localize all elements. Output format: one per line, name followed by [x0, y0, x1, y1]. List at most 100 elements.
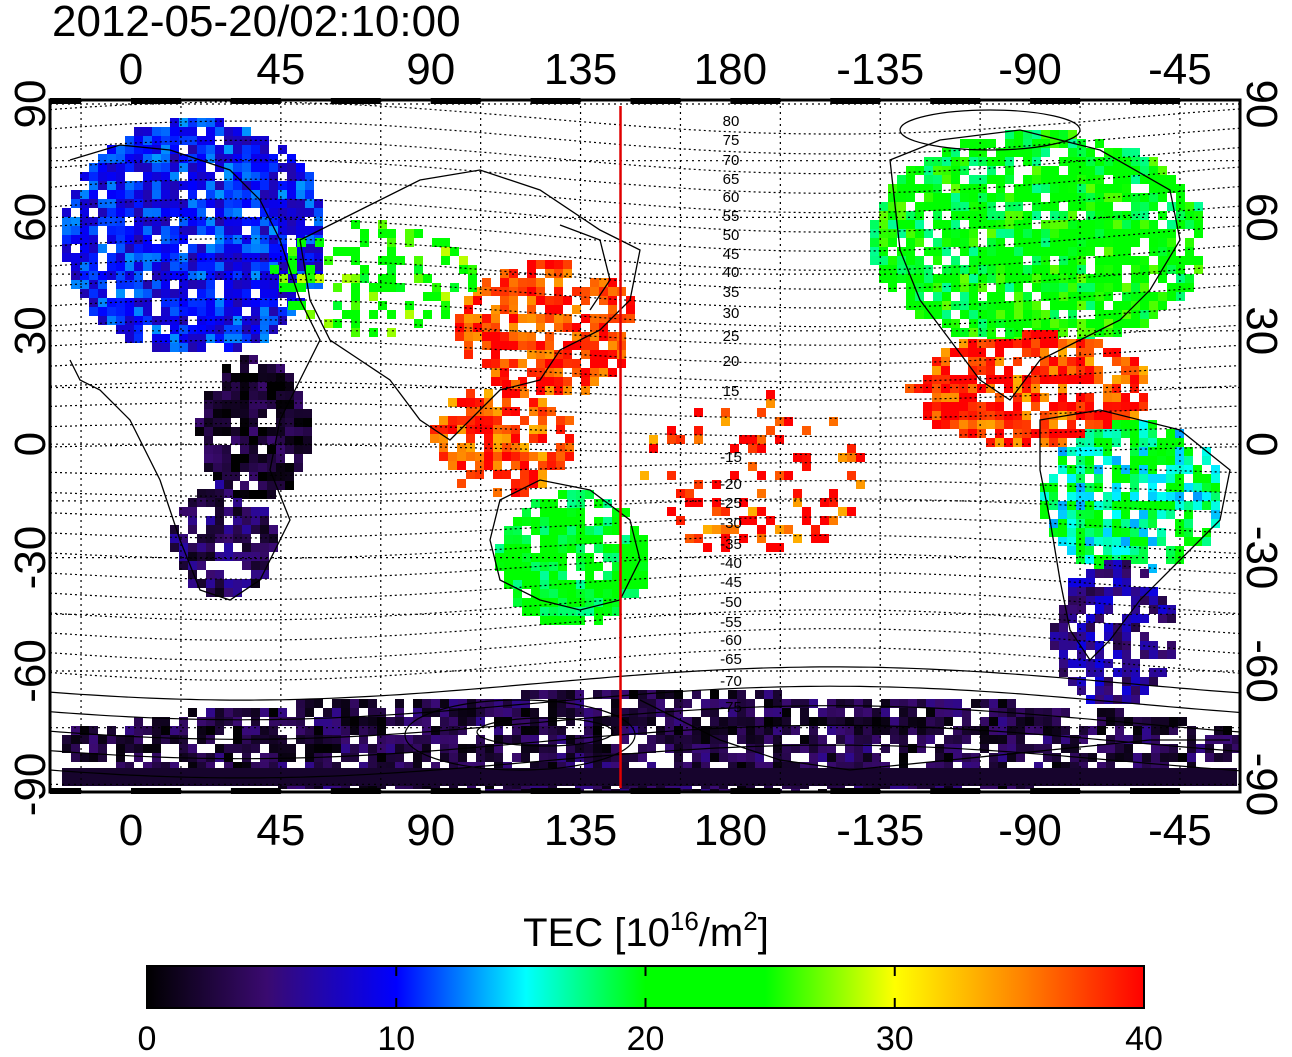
tec-cell	[556, 461, 565, 470]
tec-cell	[143, 262, 152, 271]
tec-cell	[152, 190, 161, 199]
tec-cell	[249, 382, 258, 391]
tec-cell	[1184, 528, 1193, 537]
tec-cell	[224, 489, 233, 498]
tec-cell	[125, 307, 134, 316]
contour-label: -55	[720, 614, 742, 631]
tec-cell	[378, 274, 387, 283]
tec-cell	[423, 310, 432, 319]
tec-cell	[179, 118, 188, 127]
tec-cell	[249, 409, 258, 418]
tec-cell	[1112, 510, 1121, 519]
tec-cell	[98, 744, 107, 753]
tec-cell	[996, 256, 1005, 265]
tec-cell	[1059, 238, 1068, 247]
tec-cell	[258, 391, 267, 400]
tec-cell	[612, 562, 621, 571]
tec-cell	[545, 305, 554, 314]
tec-cell	[511, 380, 520, 389]
tec-cell	[951, 238, 960, 247]
tec-cell	[143, 199, 152, 208]
tec-cell	[1112, 357, 1121, 366]
tec-cell	[134, 199, 143, 208]
tec-cell	[1086, 283, 1095, 292]
tec-cell	[267, 373, 276, 382]
tec-cell	[422, 744, 431, 753]
tec-cell	[639, 571, 648, 580]
tec-cell	[1086, 157, 1095, 166]
tec-cell	[728, 690, 737, 699]
tec-cell	[908, 744, 917, 753]
tec-cell	[1097, 708, 1106, 717]
tec-cell	[581, 386, 590, 395]
tec-cell	[222, 463, 231, 472]
tec-cell	[1077, 632, 1086, 641]
tec-cell	[179, 561, 188, 570]
tec-cell	[1059, 193, 1068, 202]
tec-cell	[1167, 256, 1176, 265]
tec-cell	[161, 262, 170, 271]
contour-label: -50	[720, 594, 742, 611]
tec-cell	[1140, 256, 1149, 265]
tec-cell	[296, 726, 305, 735]
tec-cell	[269, 181, 278, 190]
tec-cell	[1104, 328, 1113, 337]
tec-cell	[80, 280, 89, 289]
tec-cell	[1043, 708, 1052, 717]
tec-cell	[188, 190, 197, 199]
tec-cell	[387, 274, 396, 283]
tec-cell	[466, 452, 475, 461]
tec-cell	[1049, 528, 1058, 537]
tec-cell	[818, 708, 827, 717]
tec-cell	[296, 226, 305, 235]
tec-cell	[1049, 438, 1058, 447]
tec-cell	[959, 420, 968, 429]
tec-cell	[621, 562, 630, 571]
tec-cell	[251, 145, 260, 154]
tec-cell	[455, 314, 464, 323]
tec-cell	[333, 283, 342, 292]
tec-cell	[206, 708, 215, 717]
tec-cell	[978, 148, 987, 157]
tec-cell	[457, 416, 466, 425]
frame-tick	[530, 788, 581, 794]
tec-cell	[125, 181, 134, 190]
tec-cell	[1077, 220, 1086, 229]
tec-cell	[270, 265, 279, 274]
tec-cell	[585, 589, 594, 598]
tec-cell	[233, 235, 242, 244]
tec-cell	[1104, 283, 1113, 292]
tec-cell	[485, 753, 494, 762]
tec-cell	[950, 411, 959, 420]
tec-cell	[107, 208, 116, 217]
tec-cell	[441, 238, 450, 247]
tec-cell	[395, 753, 404, 762]
tec-cell	[530, 708, 539, 717]
tec-cell	[287, 744, 296, 753]
tec-cell	[924, 193, 933, 202]
tec-cell	[1113, 283, 1122, 292]
tec-cell	[116, 262, 125, 271]
tec-cell	[360, 265, 369, 274]
tec-cell	[233, 552, 242, 561]
tec-cell	[1095, 139, 1104, 148]
tec-cell	[764, 717, 773, 726]
tec-cell	[98, 289, 107, 298]
tec-cell	[1157, 537, 1166, 546]
tec-cell	[278, 145, 287, 154]
tec-cell	[170, 543, 179, 552]
tec-cell	[1095, 328, 1104, 337]
tec-cell	[1094, 447, 1103, 456]
tec-cell	[548, 735, 557, 744]
tec-cell	[1131, 238, 1140, 247]
tec-cell	[1122, 578, 1131, 587]
tec-cell	[968, 429, 977, 438]
tec-cell	[1194, 265, 1203, 274]
tec-cell	[224, 343, 233, 352]
tec-cell	[233, 226, 242, 235]
tec-cell	[676, 489, 685, 498]
tec-cell	[872, 735, 881, 744]
tec-cell	[1187, 744, 1196, 753]
tec-cell	[836, 717, 845, 726]
tec-cell	[188, 762, 197, 771]
